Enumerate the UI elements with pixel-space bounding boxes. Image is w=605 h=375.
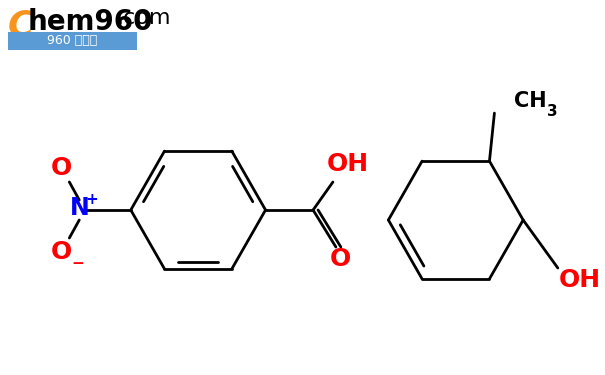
Text: O: O	[51, 240, 72, 264]
Text: O: O	[330, 247, 352, 271]
Text: OH: OH	[327, 152, 369, 176]
Text: N: N	[70, 196, 89, 220]
Text: .com: .com	[117, 8, 171, 28]
Text: −: −	[71, 256, 83, 272]
Text: 3: 3	[547, 104, 558, 118]
Text: OH: OH	[558, 268, 601, 292]
Text: C: C	[8, 8, 34, 42]
Text: +: +	[86, 192, 99, 207]
Text: 960 化工网: 960 化工网	[47, 34, 97, 48]
Text: hem960: hem960	[28, 8, 153, 36]
Bar	[8, 32, 137, 50]
Text: O: O	[51, 156, 72, 180]
Text: CH: CH	[514, 91, 547, 111]
